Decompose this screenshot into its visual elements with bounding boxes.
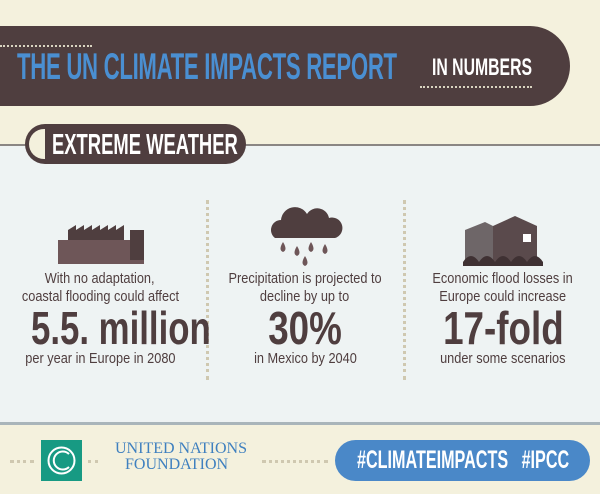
stat-text: in Mexico by 2040 [253,350,357,367]
stat-text: Economic flood losses in [432,270,574,287]
stat-text: per year in Europe in 2080 [24,350,176,367]
stat-flood-losses: Economic flood losses in Europe could in… [405,200,600,368]
factory-flood-icon [2,200,198,270]
stat-text: decline by up to [260,288,350,305]
climate-logo-icon [41,440,82,481]
logo-text: UNITED NATIONS [115,440,247,457]
divider-dots [10,460,34,463]
stat-text: Precipitation is projected to [228,270,382,287]
divider-dots [420,86,532,88]
page-title: THE UN CLIMATE IMPACTS REPORT [17,46,397,87]
hashtags-badge: #CLIMATEIMPACTS #IPCC [335,440,590,481]
stats-panel [0,144,600,425]
half-moon-icon [29,129,45,159]
stat-text: Europe could increase [439,288,567,305]
column-divider [403,200,406,380]
un-foundation-logo: UNITED NATIONS FOUNDATION [107,441,247,473]
divider-dots [88,460,98,463]
divider-dots [262,460,328,463]
column-divider [206,200,209,380]
rain-cloud-icon [207,200,403,270]
stat-text: under some scenarios [440,350,566,367]
stat-value: 5.5. million [30,302,211,354]
divider-dots [0,45,92,47]
hashtags-text: #CLIMATEIMPACTS #IPCC [357,446,570,474]
stat-text: With no adaptation, [45,270,155,287]
stat-value: 30% [268,302,342,354]
header-banner: THE UN CLIMATE IMPACTS REPORT IN NUMBERS [0,26,570,106]
stat-value: 17-fold [442,302,564,354]
section-title: EXTREME WEATHER [52,129,238,161]
logo-text: FOUNDATION [125,456,229,473]
flooded-house-icon [405,200,600,270]
stat-text: coastal flooding could affect [21,288,179,305]
page-subtitle: IN NUMBERS [432,54,533,81]
stat-precipitation: Precipitation is projected to decline by… [207,200,403,368]
section-label: EXTREME WEATHER [25,124,246,164]
stat-coastal-flooding: With no adaptation, coastal flooding cou… [2,200,211,368]
